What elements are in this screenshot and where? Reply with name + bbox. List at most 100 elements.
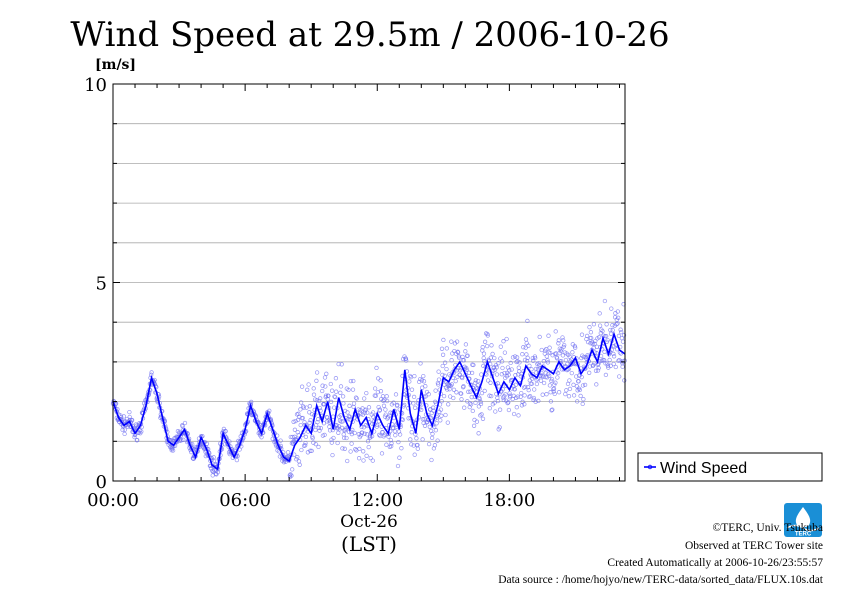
scatter-point [579, 355, 584, 361]
scatter-point [351, 378, 356, 384]
scatter-point [479, 372, 484, 377]
scatter-point [473, 380, 478, 386]
scatter-point [576, 379, 581, 384]
scatter-point [470, 408, 475, 414]
scatter-point [559, 347, 564, 352]
scatter-point [461, 358, 467, 363]
scatter-point [595, 368, 601, 373]
scatter-point [457, 367, 463, 373]
x-axis-date-label: Oct-26 [340, 512, 398, 532]
scatter-point [566, 394, 572, 399]
scatter-point [561, 344, 566, 350]
scatter-point [362, 396, 367, 401]
scatter-point [466, 370, 472, 375]
scatter-point [389, 441, 394, 446]
scatter-point [361, 449, 366, 454]
scatter-point [473, 378, 478, 383]
x-tick-label: 18:00 [483, 490, 535, 511]
scatter-point [613, 364, 618, 370]
scatter-point [499, 359, 505, 364]
scatter-point [517, 360, 522, 365]
scatter-point [535, 367, 541, 372]
scatter-point [372, 386, 378, 391]
scatter-point [511, 411, 517, 417]
scatter-point [396, 439, 401, 445]
scatter-point [360, 430, 365, 435]
scatter-point [349, 441, 354, 446]
scatter-point [463, 349, 468, 354]
scatter-point [423, 384, 428, 389]
scatter-point [490, 351, 495, 357]
scatter-point [383, 407, 388, 412]
scatter-point [604, 322, 609, 327]
scatter-point [327, 424, 332, 429]
scatter-point [545, 360, 551, 365]
scatter-point [294, 457, 299, 462]
scatter-point [249, 399, 254, 405]
scatter-point [500, 395, 506, 400]
scatter-point [451, 395, 456, 401]
scatter-point [322, 402, 327, 407]
scatter-point [349, 431, 355, 437]
scatter-point [381, 403, 387, 408]
scatter-point [525, 318, 530, 324]
scatter-point [507, 391, 512, 396]
scatter-point [513, 373, 518, 378]
scatter-point [492, 400, 497, 405]
scatter-point [610, 323, 615, 328]
scatter-point [347, 414, 353, 420]
scatter-point [389, 444, 394, 449]
scatter-point [170, 448, 176, 453]
scatter-point [556, 341, 561, 346]
scatter-point [577, 387, 583, 393]
scatter-point [579, 332, 585, 337]
scatter-point [575, 399, 580, 404]
scatter-point [429, 457, 434, 463]
scatter-point [446, 402, 451, 407]
scatter-point [316, 444, 321, 450]
scatter-point [505, 400, 510, 406]
scatter-point [440, 352, 446, 357]
scatter-point [587, 364, 592, 369]
scatter-point [329, 440, 334, 445]
scatter-point [290, 467, 295, 472]
scatter-point [315, 419, 320, 425]
scatter-point [308, 417, 313, 423]
scatter-point [484, 343, 490, 349]
scatter-point [548, 350, 553, 356]
scatter-point [449, 382, 455, 387]
scatter-point [292, 452, 297, 457]
scatter-point [537, 334, 542, 340]
scatter-point [509, 367, 514, 372]
scatter-point [525, 355, 530, 360]
scatter-point [397, 455, 402, 460]
data-source-text: Data source : /home/hojyo/new/TERC-data/… [498, 574, 824, 586]
scatter-point [474, 419, 480, 424]
scatter-point [361, 458, 366, 463]
scatter-point [384, 398, 390, 404]
scatter-point [522, 357, 528, 363]
scatter-point [523, 337, 529, 342]
scatter-point [430, 431, 435, 437]
scatter-point [460, 375, 465, 381]
scatter-point [288, 474, 293, 480]
scatter-point [418, 361, 423, 366]
wind-speed-line [112, 331, 626, 471]
scatter-point [492, 355, 497, 361]
logo-text: TERC [795, 532, 812, 538]
scatter-point [533, 399, 538, 404]
scatter-point [526, 387, 531, 393]
scatter-point [122, 431, 127, 437]
scatter-point [499, 372, 504, 377]
scatter-point [550, 407, 555, 412]
scatter-point [620, 364, 625, 369]
scatter-point [465, 399, 470, 404]
scatter-point [514, 405, 519, 410]
scatter-point [555, 370, 561, 376]
scatter-point [329, 388, 335, 393]
scatter-point [567, 378, 572, 383]
scatter-point [336, 361, 341, 367]
scatter-point [620, 339, 626, 344]
scatter-point [563, 357, 569, 363]
scatter-point [560, 353, 566, 358]
